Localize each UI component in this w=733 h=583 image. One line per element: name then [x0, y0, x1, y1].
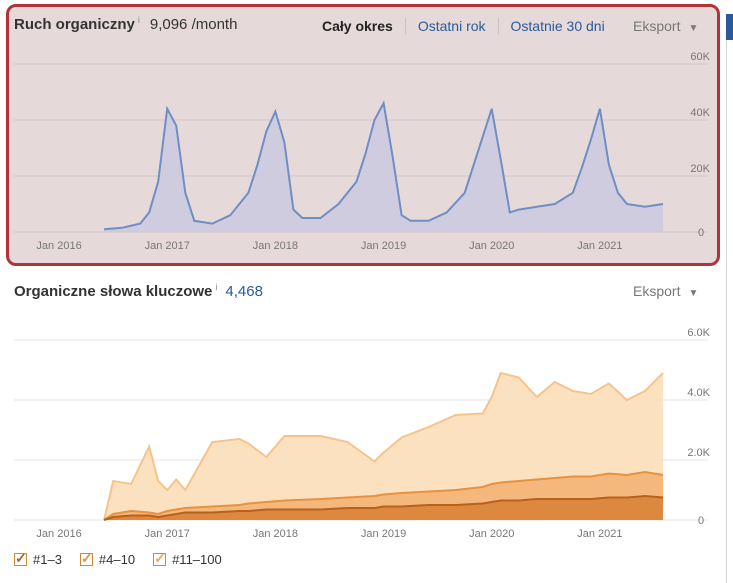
- y-tick-label: 60K: [690, 51, 710, 63]
- y-tick-label: 2.0K: [687, 447, 710, 459]
- info-icon[interactable]: i: [137, 15, 140, 25]
- traffic-line: [104, 100, 664, 231]
- tab-last-year[interactable]: Ostatni rok: [417, 18, 486, 34]
- legend-label: #4–10: [98, 552, 136, 567]
- y-tick-label: 40K: [690, 107, 710, 119]
- organic-traffic-title: Ruch organiczny: [14, 16, 135, 33]
- range-tabs: Cały okres Ostatni rok Ostatnie 30 dni: [310, 18, 617, 34]
- legend-item-top3[interactable]: #1–3: [14, 550, 62, 567]
- organic-keywords-value[interactable]: 4,468: [225, 283, 263, 300]
- side-tab: [726, 14, 733, 40]
- x-tick-label: Jan 2016: [36, 528, 81, 540]
- keywords-1-3-line: [103, 494, 664, 521]
- keywords-4-10-line: [103, 470, 664, 521]
- legend-item-top100[interactable]: #11–100: [153, 550, 222, 567]
- tab-all-time[interactable]: Cały okres: [322, 18, 393, 34]
- export-label: Eksport: [633, 18, 681, 34]
- chevron-down-icon: ▼: [688, 23, 699, 34]
- x-tick-label: Jan 2017: [145, 528, 190, 540]
- side-divider: [726, 40, 727, 583]
- x-tick-label: Jan 2021: [577, 528, 622, 540]
- x-tick-label: Jan 2021: [577, 240, 622, 252]
- tab-separator: [404, 18, 406, 34]
- chevron-down-icon: ▼: [688, 288, 699, 299]
- y-tick-label: 6.0K: [687, 327, 710, 339]
- organic-keywords-title: Organiczne słowa kluczowe: [14, 283, 213, 300]
- x-tick-label: Jan 2018: [253, 528, 298, 540]
- x-tick-label: Jan 2018: [253, 240, 298, 252]
- export-label: Eksport: [633, 283, 681, 299]
- checkbox[interactable]: [153, 550, 167, 567]
- y-tick-label: 0: [698, 515, 704, 527]
- keywords-1-3-area: [104, 496, 664, 520]
- tab-separator: [497, 18, 499, 34]
- legend-item-top10[interactable]: #4–10: [79, 550, 136, 567]
- x-tick-label: Jan 2019: [361, 240, 406, 252]
- checkbox[interactable]: [14, 550, 27, 567]
- legend-label: #11–100: [172, 552, 222, 567]
- legend-label: #1–3: [33, 552, 62, 567]
- checkbox[interactable]: [79, 550, 93, 567]
- x-tick-label: Jan 2016: [36, 240, 81, 252]
- x-tick-label: Jan 2017: [145, 240, 190, 252]
- x-tick-label: Jan 2020: [469, 528, 514, 540]
- organic-traffic-value: 9,096 /month: [149, 16, 238, 33]
- traffic-export-button[interactable]: Eksport ▼: [633, 18, 698, 34]
- organic-keywords-chart: 0 2.0K 4.0K 6.0K Jan 2016 Jan 2017 Jan 2018 Jan…: [14, 327, 711, 540]
- y-tick-label: 4.0K: [687, 387, 710, 399]
- keywords-legend: #1–3 #4–10 #11–100: [14, 550, 240, 567]
- keywords-11-100-line: [103, 371, 664, 521]
- y-tick-label: 20K: [690, 163, 710, 175]
- keywords-export-button[interactable]: Eksport ▼: [633, 283, 698, 299]
- organic-keywords-header: Organiczne słowa kluczowe i 4,468: [14, 282, 263, 300]
- x-tick-label: Jan 2019: [361, 528, 406, 540]
- info-icon[interactable]: i: [215, 282, 218, 292]
- x-tick-label: Jan 2020: [469, 240, 514, 252]
- organic-traffic-header: Ruch organiczny i 9,096 /month: [14, 15, 238, 33]
- tab-last-30-days[interactable]: Ostatnie 30 dni: [510, 18, 605, 34]
- organic-traffic-chart: 0 20K 40K 60K Jan 2016 Jan 2017 Jan 2018 Jan 20…: [14, 51, 711, 252]
- y-tick-label: 0: [698, 227, 704, 239]
